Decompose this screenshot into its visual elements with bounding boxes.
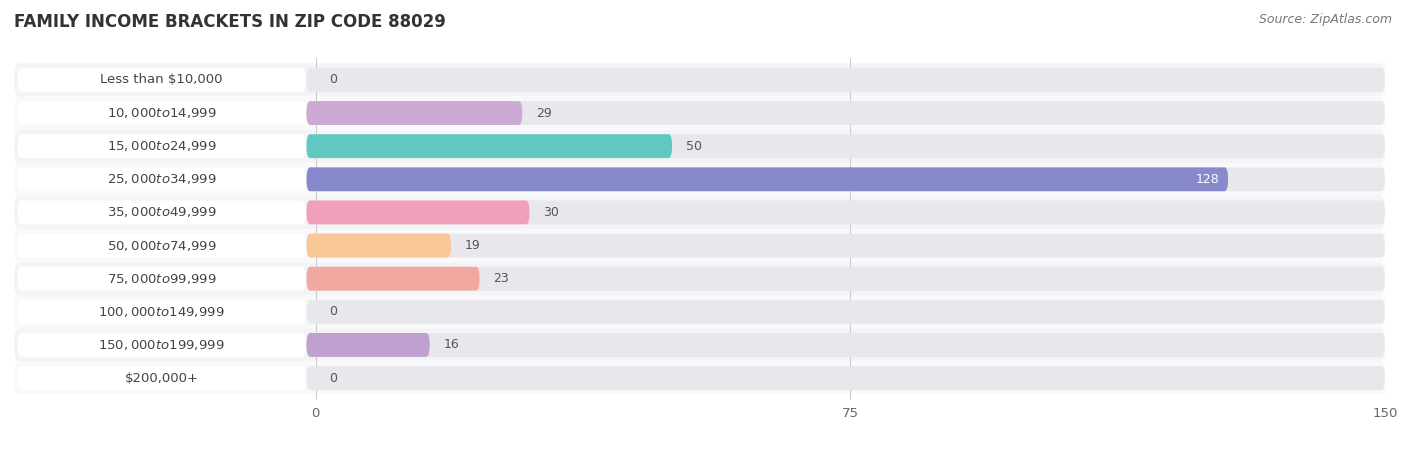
Text: $200,000+: $200,000+ [125, 372, 198, 385]
Text: 23: 23 [494, 272, 509, 285]
FancyBboxPatch shape [14, 196, 1385, 229]
FancyBboxPatch shape [14, 63, 1385, 97]
Text: $100,000 to $149,999: $100,000 to $149,999 [98, 305, 225, 319]
FancyBboxPatch shape [307, 267, 1385, 291]
Text: 19: 19 [465, 239, 481, 252]
Text: 30: 30 [543, 206, 560, 219]
FancyBboxPatch shape [307, 68, 1385, 92]
FancyBboxPatch shape [18, 134, 305, 158]
FancyBboxPatch shape [307, 267, 479, 291]
Text: 16: 16 [443, 339, 460, 352]
FancyBboxPatch shape [14, 361, 1385, 395]
FancyBboxPatch shape [18, 366, 305, 390]
Text: $150,000 to $199,999: $150,000 to $199,999 [98, 338, 225, 352]
Text: $10,000 to $14,999: $10,000 to $14,999 [107, 106, 217, 120]
FancyBboxPatch shape [307, 167, 1227, 191]
FancyBboxPatch shape [14, 328, 1385, 361]
Text: 128: 128 [1195, 173, 1219, 186]
Text: 29: 29 [536, 106, 551, 119]
FancyBboxPatch shape [307, 167, 1385, 191]
Text: 0: 0 [329, 372, 337, 385]
FancyBboxPatch shape [307, 333, 430, 357]
FancyBboxPatch shape [18, 267, 305, 291]
Text: 50: 50 [686, 140, 702, 153]
FancyBboxPatch shape [307, 233, 451, 257]
Text: 0: 0 [329, 305, 337, 318]
FancyBboxPatch shape [307, 201, 530, 224]
FancyBboxPatch shape [307, 201, 1385, 224]
FancyBboxPatch shape [307, 134, 672, 158]
Text: 0: 0 [329, 73, 337, 86]
Text: FAMILY INCOME BRACKETS IN ZIP CODE 88029: FAMILY INCOME BRACKETS IN ZIP CODE 88029 [14, 13, 446, 31]
FancyBboxPatch shape [18, 233, 305, 257]
FancyBboxPatch shape [18, 68, 305, 92]
FancyBboxPatch shape [307, 333, 1385, 357]
FancyBboxPatch shape [18, 201, 305, 224]
FancyBboxPatch shape [307, 366, 1385, 390]
Text: $50,000 to $74,999: $50,000 to $74,999 [107, 238, 217, 252]
Text: $15,000 to $24,999: $15,000 to $24,999 [107, 139, 217, 153]
Text: Source: ZipAtlas.com: Source: ZipAtlas.com [1258, 13, 1392, 26]
FancyBboxPatch shape [14, 262, 1385, 295]
FancyBboxPatch shape [18, 101, 305, 125]
FancyBboxPatch shape [14, 97, 1385, 130]
FancyBboxPatch shape [18, 333, 305, 357]
Text: $35,000 to $49,999: $35,000 to $49,999 [107, 206, 217, 220]
FancyBboxPatch shape [307, 101, 1385, 125]
Text: $75,000 to $99,999: $75,000 to $99,999 [107, 272, 217, 286]
FancyBboxPatch shape [18, 167, 305, 191]
FancyBboxPatch shape [14, 163, 1385, 196]
FancyBboxPatch shape [307, 101, 523, 125]
FancyBboxPatch shape [14, 130, 1385, 163]
Text: Less than $10,000: Less than $10,000 [100, 73, 224, 86]
FancyBboxPatch shape [307, 300, 1385, 324]
FancyBboxPatch shape [18, 300, 305, 324]
Text: $25,000 to $34,999: $25,000 to $34,999 [107, 172, 217, 186]
FancyBboxPatch shape [307, 134, 1385, 158]
FancyBboxPatch shape [14, 229, 1385, 262]
FancyBboxPatch shape [14, 295, 1385, 328]
FancyBboxPatch shape [307, 233, 1385, 257]
